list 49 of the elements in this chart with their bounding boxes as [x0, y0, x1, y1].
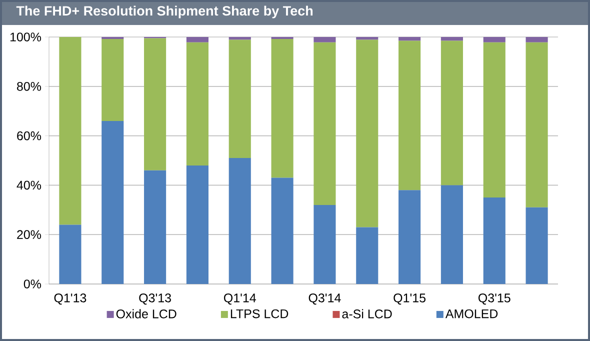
x-tick-label: Q1'14 [224, 294, 256, 305]
chart-title: The FHD+ Resolution Shipment Share by Tech [16, 6, 313, 18]
bar [483, 42, 506, 198]
bar [186, 42, 208, 166]
y-tick-label: 100% [10, 32, 42, 42]
bar [483, 198, 506, 284]
bar [102, 38, 124, 121]
bar [228, 158, 251, 284]
bar [228, 37, 251, 40]
bar [356, 40, 378, 228]
x-tick-label: Q1'13 [54, 294, 86, 305]
bar [440, 37, 463, 41]
x-tick-label: Q3'14 [308, 294, 341, 305]
bar [440, 40, 463, 186]
bar [59, 37, 82, 225]
bar [186, 37, 208, 42]
bar [356, 227, 378, 284]
bar [144, 170, 166, 284]
bar [398, 190, 421, 284]
y-tick-label: 40% [16, 180, 42, 190]
bar [398, 40, 421, 190]
y-tick-label: 80% [17, 82, 42, 91]
x-tick-label: Q3'15 [478, 294, 510, 305]
bar [526, 207, 548, 284]
bar [356, 37, 378, 40]
legend-label: Oxide LCD [116, 309, 176, 318]
bar [398, 37, 421, 41]
bar [228, 40, 251, 158]
bar [271, 38, 294, 178]
bar [314, 42, 336, 205]
y-tick-label: 60% [17, 131, 42, 140]
bar [526, 42, 548, 208]
bar [59, 224, 82, 284]
bar [102, 120, 124, 284]
y-tick-label: 0% [24, 280, 42, 288]
bar [144, 38, 166, 170]
bar [314, 37, 336, 42]
legend-label: LTPS LCD [230, 309, 288, 318]
bar [271, 178, 294, 284]
bar [314, 204, 336, 284]
bar [483, 37, 506, 42]
bar [186, 165, 208, 284]
y-tick-label: 20% [17, 230, 42, 240]
x-tick-label: Q1'15 [394, 294, 426, 305]
x-tick-label: Q3'13 [139, 294, 171, 305]
bar [440, 185, 463, 284]
legend-label: AMOLED [445, 309, 498, 318]
bar [526, 37, 548, 42]
legend-label: a-Si LCD [342, 309, 392, 318]
